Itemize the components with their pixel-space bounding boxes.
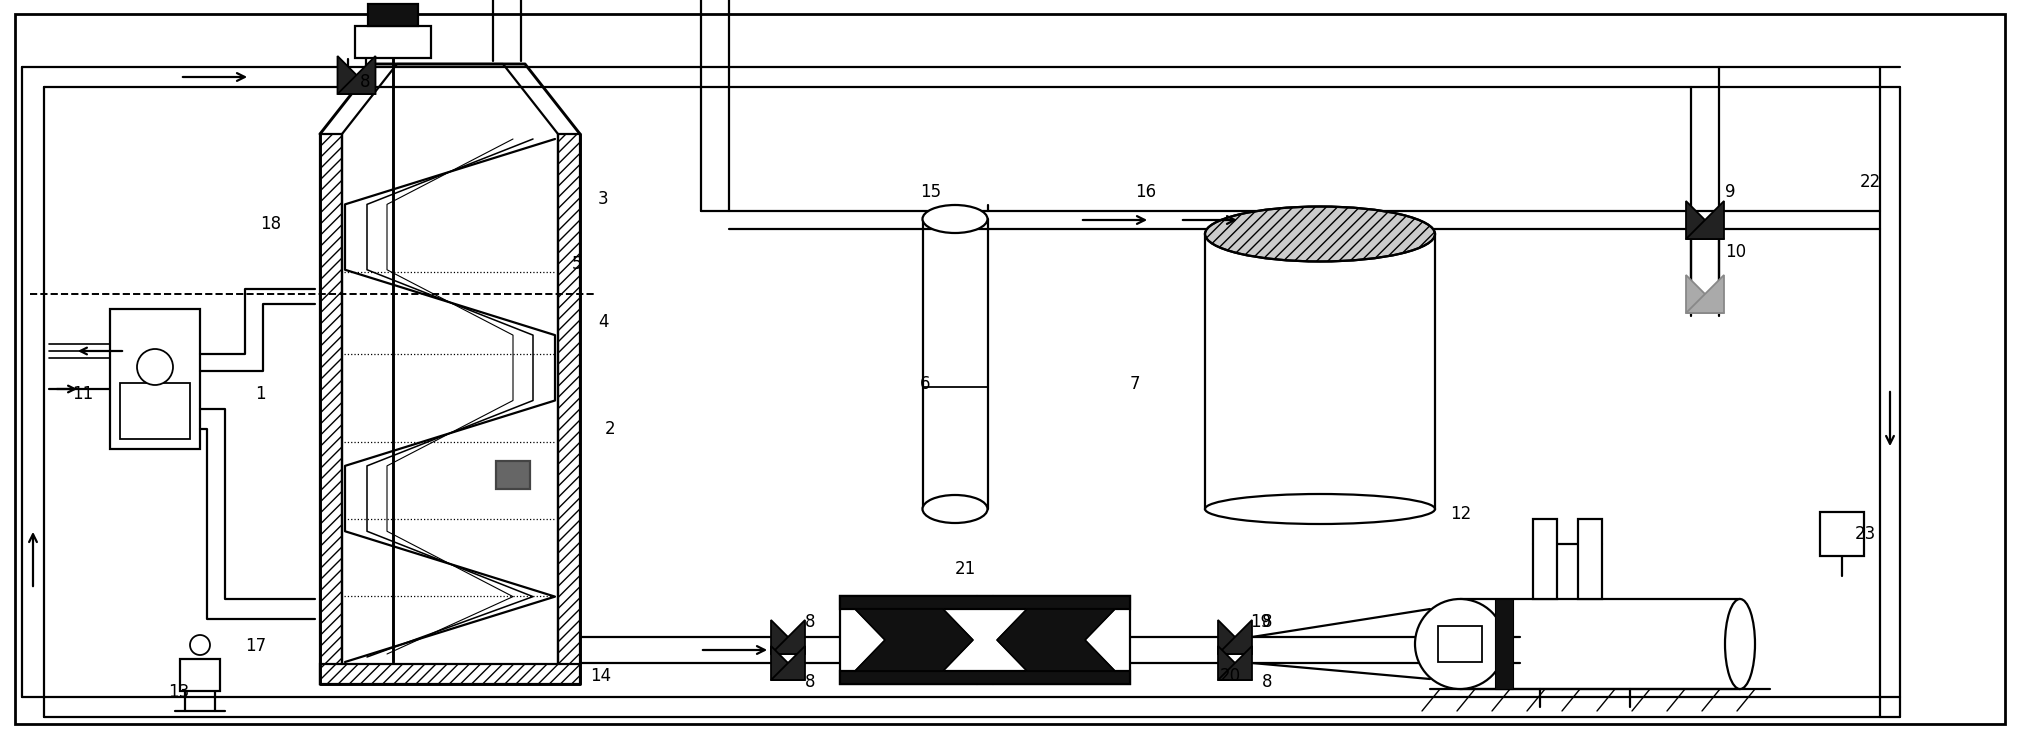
Circle shape <box>1414 599 1505 689</box>
Polygon shape <box>1218 620 1252 654</box>
Polygon shape <box>771 646 805 680</box>
Text: 15: 15 <box>920 183 941 201</box>
Bar <box>354 26 431 58</box>
Bar <box>840 596 1129 684</box>
Text: 1: 1 <box>255 385 265 403</box>
Text: 11: 11 <box>73 385 93 403</box>
Text: 20: 20 <box>1220 667 1240 685</box>
Text: 17: 17 <box>245 637 265 655</box>
Ellipse shape <box>1204 494 1434 524</box>
Polygon shape <box>771 620 805 654</box>
Polygon shape <box>854 609 973 671</box>
Text: 8: 8 <box>1262 673 1272 691</box>
Text: 10: 10 <box>1724 243 1746 261</box>
Text: 9: 9 <box>1724 183 1734 201</box>
Polygon shape <box>1218 646 1252 680</box>
Text: 8: 8 <box>1262 613 1272 631</box>
Bar <box>558 134 581 684</box>
Bar <box>109 309 200 449</box>
Polygon shape <box>771 620 805 654</box>
Bar <box>368 4 417 26</box>
Text: 16: 16 <box>1135 183 1155 201</box>
Text: 4: 4 <box>597 313 609 331</box>
Bar <box>119 383 190 439</box>
Text: 22: 22 <box>1859 173 1879 191</box>
Text: 13: 13 <box>168 683 190 701</box>
Polygon shape <box>1685 275 1724 313</box>
Text: 21: 21 <box>955 560 975 578</box>
Bar <box>1495 599 1513 689</box>
Polygon shape <box>1685 275 1724 313</box>
Bar <box>496 461 530 489</box>
Polygon shape <box>997 609 1115 671</box>
Text: 2: 2 <box>605 420 615 438</box>
Polygon shape <box>1685 201 1724 239</box>
Bar <box>180 659 221 691</box>
Ellipse shape <box>922 495 987 523</box>
Text: 8: 8 <box>805 673 815 691</box>
Ellipse shape <box>1204 206 1434 262</box>
Bar <box>840 671 1129 684</box>
Text: 18: 18 <box>259 215 281 233</box>
Ellipse shape <box>1724 599 1754 689</box>
Text: 7: 7 <box>1129 375 1139 393</box>
Polygon shape <box>1218 646 1252 680</box>
Bar <box>840 596 1129 609</box>
Polygon shape <box>338 56 376 94</box>
Polygon shape <box>1218 620 1252 654</box>
Bar <box>320 664 581 684</box>
Text: 3: 3 <box>597 190 609 208</box>
Text: 8: 8 <box>360 73 370 91</box>
Bar <box>1578 519 1602 599</box>
Text: 14: 14 <box>591 667 611 685</box>
Text: 12: 12 <box>1448 505 1471 523</box>
Ellipse shape <box>922 205 987 233</box>
Bar <box>1436 626 1481 662</box>
Text: 8: 8 <box>805 613 815 631</box>
Bar <box>1531 519 1556 599</box>
Polygon shape <box>338 56 376 94</box>
Text: 6: 6 <box>920 375 931 393</box>
Polygon shape <box>771 646 805 680</box>
Text: 5: 5 <box>573 255 583 273</box>
Text: 19: 19 <box>1250 613 1270 631</box>
Circle shape <box>138 349 172 385</box>
Bar <box>1204 234 1434 509</box>
Text: 23: 23 <box>1855 525 1875 543</box>
Bar <box>1819 512 1863 556</box>
Circle shape <box>190 635 210 655</box>
Polygon shape <box>1685 201 1724 239</box>
Bar <box>320 134 342 684</box>
